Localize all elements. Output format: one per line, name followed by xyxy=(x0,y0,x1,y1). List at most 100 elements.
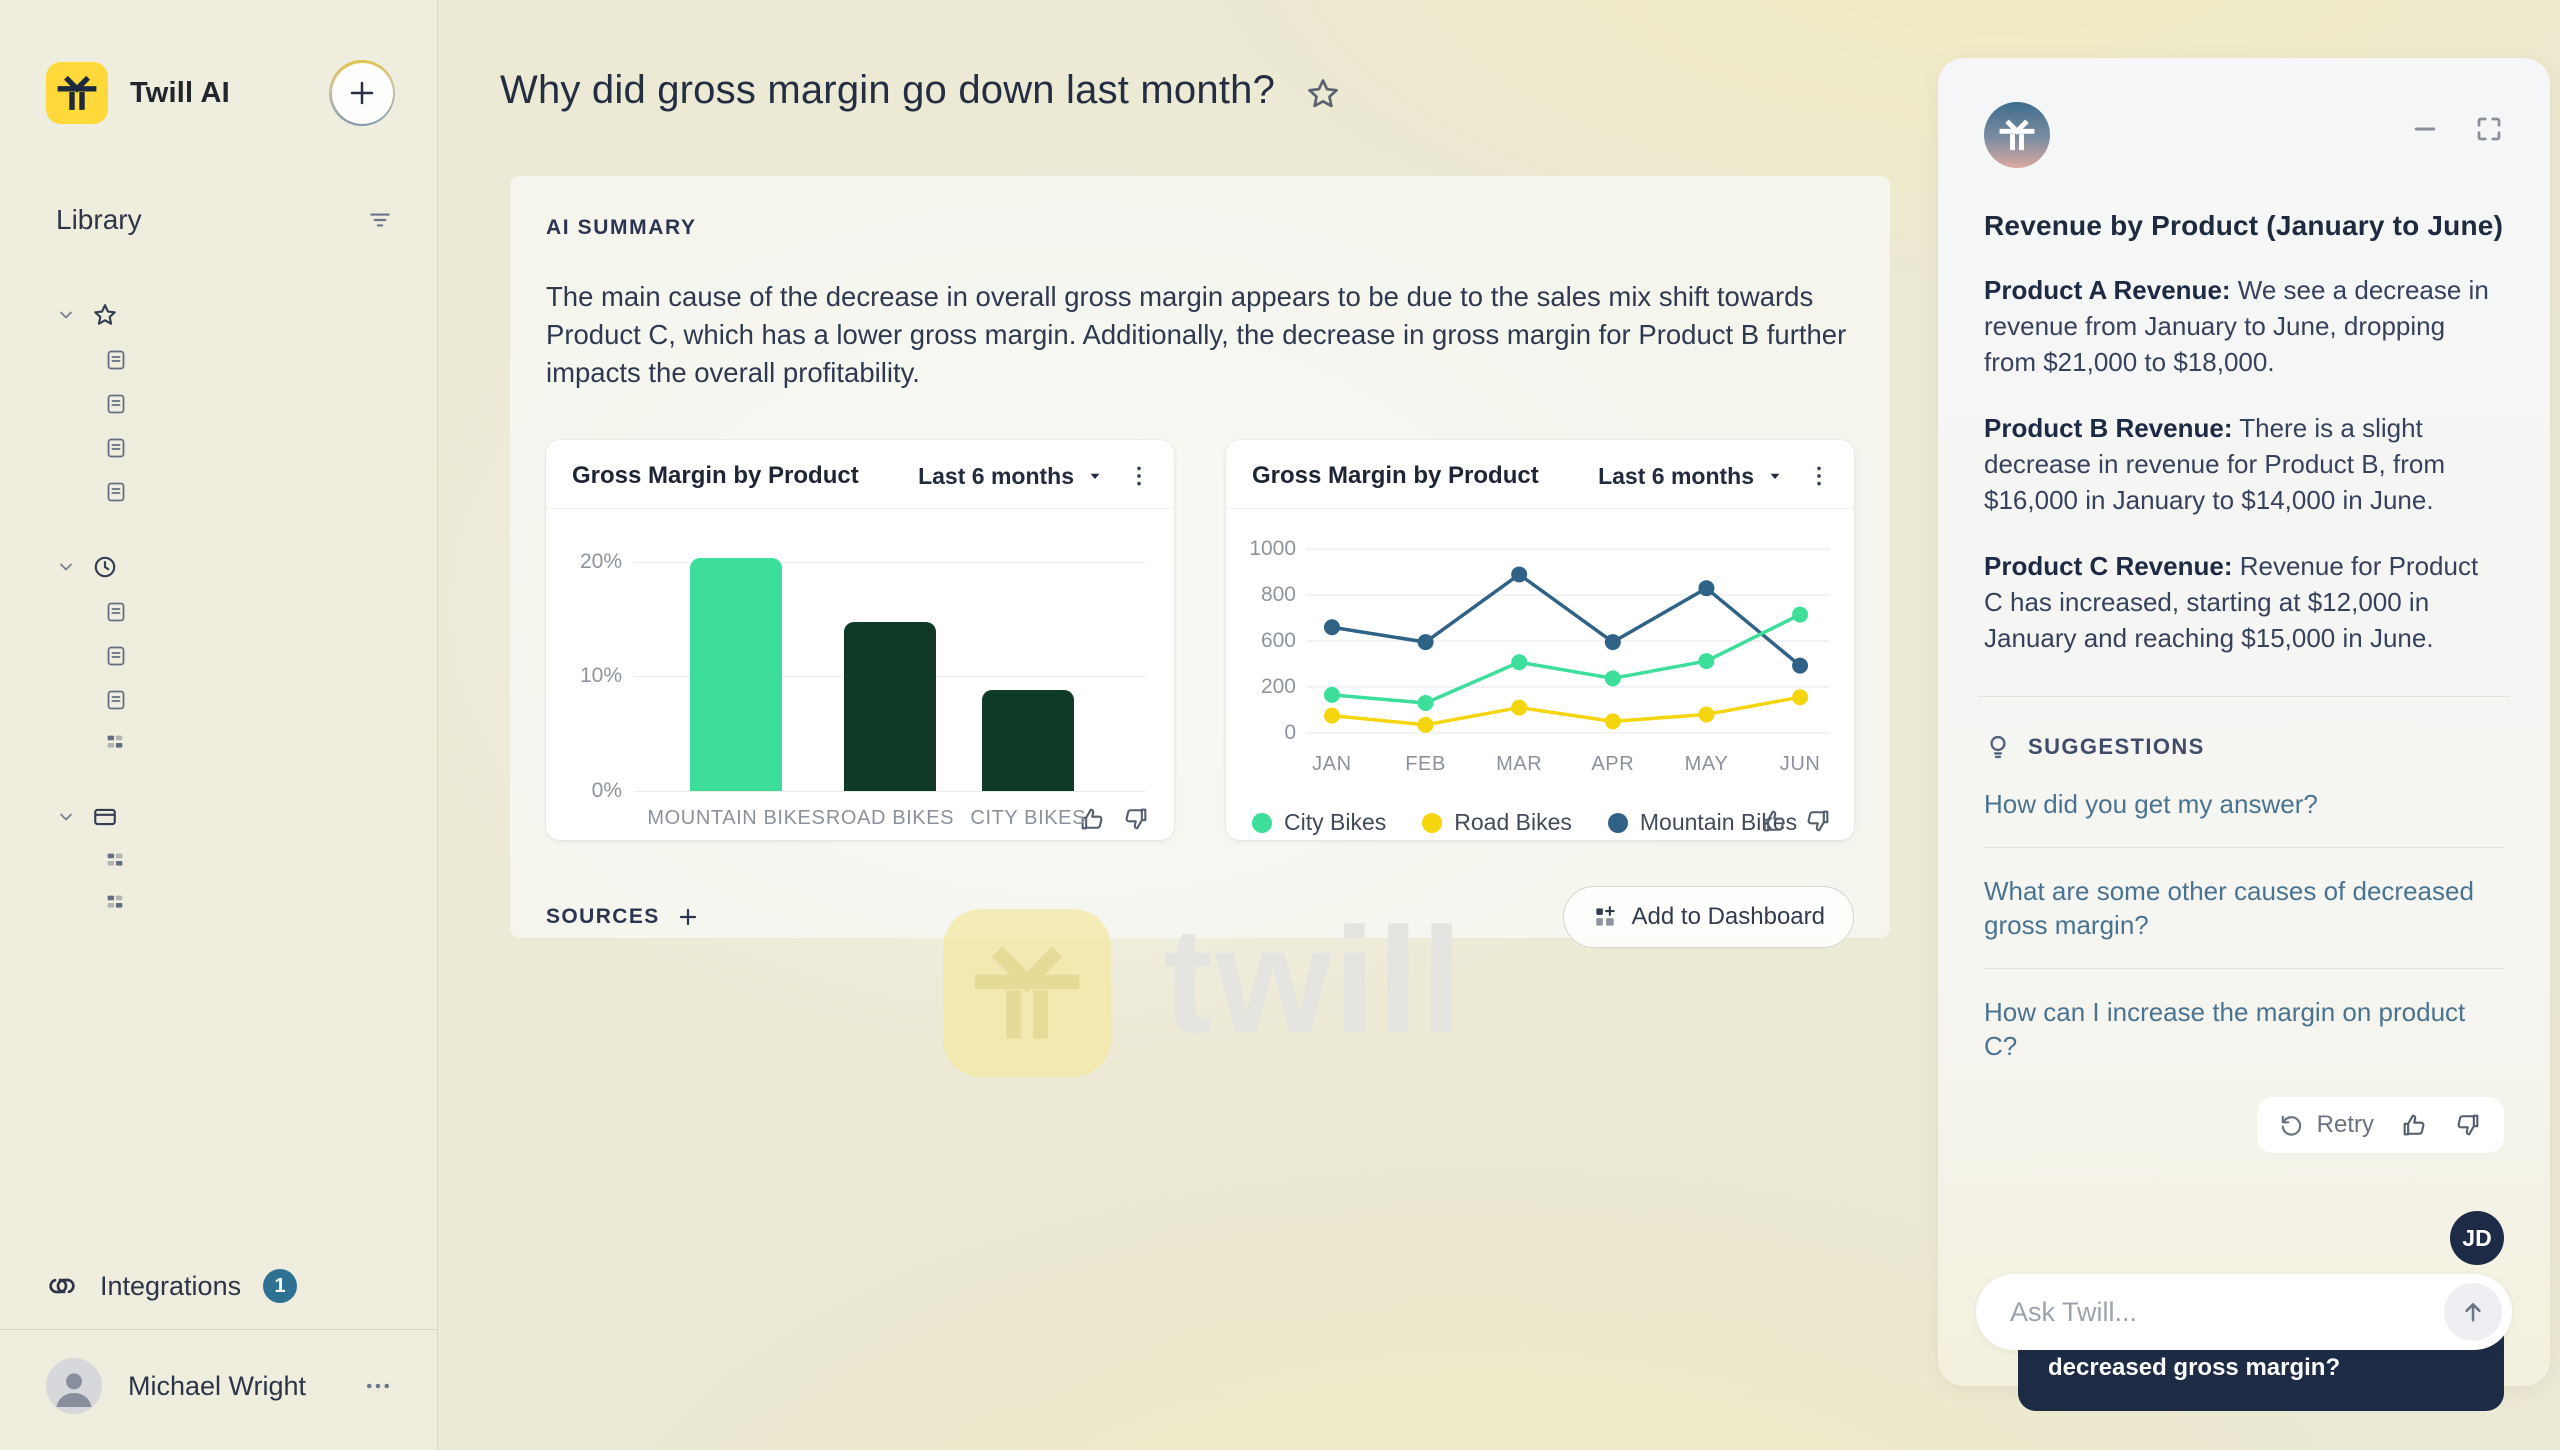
assistant-message: Product B Revenue: There is a slight dec… xyxy=(1984,410,2504,518)
bar-chart-range-dropdown[interactable]: Last 6 months xyxy=(918,463,1104,490)
library-label: Library xyxy=(56,204,142,236)
sidebar-item[interactable] xyxy=(0,590,437,634)
line-chart-title: Gross Margin by Product xyxy=(1252,462,1598,490)
add-source-icon[interactable] xyxy=(676,905,700,929)
suggestion-link[interactable]: How can I increase the margin on product… xyxy=(1984,968,2504,1089)
sidebar-section-most-recent xyxy=(0,544,437,764)
retry-button[interactable]: Retry xyxy=(2279,1111,2374,1139)
sidebar-item-integrations[interactable]: Integrations 1 xyxy=(0,1243,437,1329)
sources-section: SOURCES xyxy=(546,905,700,929)
line-chart-feedback xyxy=(1760,807,1832,835)
ai-summary-text: The main cause of the decrease in overal… xyxy=(546,278,1854,392)
bar-chart-header: Gross Margin by Product Last 6 months xyxy=(546,440,1174,509)
panel-actions xyxy=(2410,102,2504,144)
minimize-icon[interactable] xyxy=(2410,114,2440,144)
integrations-label: Integrations xyxy=(100,1271,241,1302)
assistant-avatar-icon xyxy=(1984,102,2050,168)
legend-dot xyxy=(1608,813,1628,833)
assistant-panel: Revenue by Product (January to June) Pro… xyxy=(1938,58,2550,1386)
y-axis-tick: 1000 xyxy=(1249,537,1296,561)
suggestions-label: SUGGESTIONS xyxy=(2028,734,2205,760)
twill-watermark-logo-icon xyxy=(943,909,1111,1077)
sidebar-item[interactable] xyxy=(0,722,437,764)
caret-down-icon xyxy=(1766,467,1784,485)
user-avatar-row: JD xyxy=(1984,1211,2504,1265)
line-chart-header: Gross Margin by Product Last 6 months xyxy=(1226,440,1854,509)
line-chart-legend: City BikesRoad BikesMountain Bikes xyxy=(1252,809,1828,836)
document-icon xyxy=(104,644,128,668)
sidebar-header: Twill AI xyxy=(0,0,437,126)
bar-road-bikes xyxy=(844,622,936,791)
legend-dot xyxy=(1252,813,1272,833)
sidebar-item[interactable] xyxy=(0,338,437,382)
sidebar-sections xyxy=(0,292,437,954)
sidebar-item[interactable] xyxy=(0,426,437,470)
document-icon xyxy=(104,480,128,504)
send-button[interactable] xyxy=(2444,1283,2502,1341)
x-axis-label: MOUNTAIN BIKES xyxy=(647,807,825,830)
title-row: Why did gross margin go down last month? xyxy=(438,0,1938,113)
y-axis-tick: 10% xyxy=(570,664,622,688)
suggestions-header: SUGGESTIONS xyxy=(1984,733,2504,761)
sidebar-section-favorites xyxy=(0,292,437,514)
message-actions: Retry xyxy=(2257,1097,2504,1153)
sidebar-section-header[interactable] xyxy=(0,544,437,590)
document-icon xyxy=(104,688,128,712)
bar-chart-x-labels: MOUNTAIN BIKESROAD BIKESCITY BIKES xyxy=(634,807,1146,841)
dashboard-grid-icon xyxy=(104,892,126,914)
dashboard-grid-icon xyxy=(104,732,126,754)
link-icon xyxy=(46,1270,78,1302)
sidebar: Twill AI Library Integrations xyxy=(0,0,438,1450)
line-chart-card: Gross Margin by Product Last 6 months xyxy=(1226,440,1854,840)
dashboard-grid-icon xyxy=(104,850,126,872)
assistant-message-title: Revenue by Product (January to June) xyxy=(1984,210,2504,242)
bar-chart-kebab-menu-icon[interactable] xyxy=(1126,463,1152,489)
document-icon xyxy=(104,436,128,460)
ask-twill-input[interactable] xyxy=(2010,1297,2444,1328)
legend-dot xyxy=(1422,813,1442,833)
document-icon xyxy=(104,392,128,416)
x-axis-label: JAN xyxy=(1312,753,1352,776)
sidebar-item[interactable] xyxy=(0,634,437,678)
x-axis-label: FEB xyxy=(1405,753,1446,776)
sidebar-item[interactable] xyxy=(0,382,437,426)
thumbs-down-icon[interactable] xyxy=(1804,807,1832,835)
dashboard-icon xyxy=(1592,904,1618,930)
suggestions-list: How did you get my answer?What are some … xyxy=(1984,761,2504,1089)
suggestion-link[interactable]: How did you get my answer? xyxy=(1984,761,2504,847)
sidebar-item[interactable] xyxy=(0,678,437,722)
sidebar-item[interactable] xyxy=(0,882,437,924)
sidebar-section-header[interactable] xyxy=(0,292,437,338)
more-options-icon[interactable] xyxy=(363,1371,393,1401)
thumbs-up-icon[interactable] xyxy=(2400,1111,2428,1139)
line-chart-kebab-menu-icon[interactable] xyxy=(1806,463,1832,489)
sidebar-item[interactable] xyxy=(0,470,437,514)
suggestion-link[interactable]: What are some other causes of decreased … xyxy=(1984,847,2504,968)
y-axis-tick: 20% xyxy=(570,550,622,574)
sidebar-item[interactable] xyxy=(0,840,437,882)
user-row[interactable]: Michael Wright xyxy=(0,1329,437,1450)
y-axis-tick: 0 xyxy=(1284,721,1296,745)
line-chart-plot: 10008006002000 xyxy=(1242,535,1830,747)
new-chat-button[interactable] xyxy=(329,60,395,126)
document-icon xyxy=(104,348,128,372)
thumbs-down-icon[interactable] xyxy=(1122,805,1150,833)
integrations-badge: 1 xyxy=(263,1269,297,1303)
user-avatar-icon xyxy=(46,1358,102,1414)
y-axis-tick: 600 xyxy=(1261,629,1296,653)
line-chart-svg xyxy=(1306,535,1830,747)
y-axis-tick: 0% xyxy=(570,779,622,803)
thumbs-up-icon[interactable] xyxy=(1760,807,1788,835)
app-root: Twill AI Library Integrations xyxy=(0,0,2560,1450)
line-chart-range-dropdown[interactable]: Last 6 months xyxy=(1598,463,1784,490)
sidebar-section-header[interactable] xyxy=(0,794,437,840)
thumbs-down-icon[interactable] xyxy=(2454,1111,2482,1139)
sources-label: SOURCES xyxy=(546,905,660,929)
expand-icon[interactable] xyxy=(2474,114,2504,144)
filter-icon[interactable] xyxy=(367,207,393,233)
sec-icon xyxy=(92,302,118,328)
charts-row: Gross Margin by Product Last 6 months 20… xyxy=(546,440,1854,840)
favorite-star-icon[interactable] xyxy=(1305,76,1341,112)
ai-summary-card: AI SUMMARY The main cause of the decreas… xyxy=(510,176,1890,938)
add-to-dashboard-button[interactable]: Add to Dashboard xyxy=(1563,886,1854,948)
